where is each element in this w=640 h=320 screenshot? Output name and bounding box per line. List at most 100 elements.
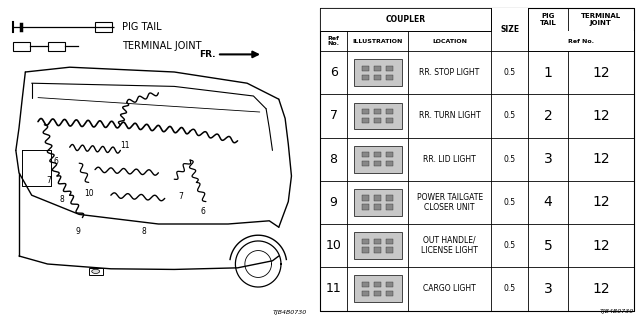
Bar xyxy=(528,31,634,51)
Bar xyxy=(374,109,381,114)
Text: 6: 6 xyxy=(53,157,58,166)
Bar xyxy=(362,66,369,71)
Text: TJB4B0730: TJB4B0730 xyxy=(273,310,307,315)
Text: RR. STOP LIGHT: RR. STOP LIGHT xyxy=(419,68,480,77)
Bar xyxy=(362,109,369,114)
Text: 4: 4 xyxy=(543,196,552,209)
Bar xyxy=(386,282,393,287)
Bar xyxy=(374,247,381,253)
Text: RR. TURN LIGHT: RR. TURN LIGHT xyxy=(419,111,481,120)
Bar xyxy=(374,204,381,210)
Bar xyxy=(374,238,381,244)
Bar xyxy=(492,8,528,51)
Text: 3: 3 xyxy=(543,152,552,166)
Text: TERMINAL
JOINT: TERMINAL JOINT xyxy=(580,13,621,26)
Text: 1: 1 xyxy=(543,66,552,80)
Text: COUPLER: COUPLER xyxy=(385,15,426,24)
Bar xyxy=(374,118,381,123)
Bar xyxy=(362,118,369,123)
Bar xyxy=(386,161,393,166)
Text: 12: 12 xyxy=(592,66,610,80)
Text: 12: 12 xyxy=(592,196,610,209)
Bar xyxy=(354,59,402,86)
Text: 3: 3 xyxy=(543,282,552,296)
Text: 10: 10 xyxy=(326,239,342,252)
Bar xyxy=(362,161,369,166)
Bar xyxy=(374,282,381,287)
Text: 7: 7 xyxy=(178,192,183,201)
Text: 2: 2 xyxy=(543,109,552,123)
Text: 0.5: 0.5 xyxy=(504,241,516,250)
Text: Ref
No.: Ref No. xyxy=(328,36,340,46)
Text: 8: 8 xyxy=(142,228,147,236)
Text: 0.5: 0.5 xyxy=(504,284,516,293)
Bar xyxy=(320,8,492,31)
Ellipse shape xyxy=(92,269,100,273)
Bar xyxy=(89,268,103,275)
Bar xyxy=(95,22,113,32)
Bar xyxy=(374,161,381,166)
Bar xyxy=(362,238,369,244)
Text: 12: 12 xyxy=(592,239,610,253)
Text: SIZE: SIZE xyxy=(500,25,519,34)
Text: 0.5: 0.5 xyxy=(504,111,516,120)
Bar xyxy=(362,195,369,201)
Bar xyxy=(362,204,369,210)
Bar xyxy=(362,282,369,287)
Bar xyxy=(386,109,393,114)
Text: PIG
TAIL: PIG TAIL xyxy=(540,13,556,26)
Bar xyxy=(374,195,381,201)
Bar xyxy=(354,103,402,129)
Text: 5: 5 xyxy=(543,239,552,253)
Text: 6: 6 xyxy=(200,207,205,216)
Text: 6: 6 xyxy=(330,66,337,79)
Bar xyxy=(354,189,402,216)
Text: POWER TAILGATE
CLOSER UNIT: POWER TAILGATE CLOSER UNIT xyxy=(417,193,483,212)
Text: 10: 10 xyxy=(84,189,93,198)
Text: 9: 9 xyxy=(330,196,337,209)
Text: 11: 11 xyxy=(120,141,130,150)
Text: 11: 11 xyxy=(326,282,342,295)
Text: LOCATION: LOCATION xyxy=(432,39,467,44)
Bar xyxy=(386,118,393,123)
Bar xyxy=(362,75,369,80)
Bar xyxy=(386,195,393,201)
Text: FR.: FR. xyxy=(199,50,216,59)
Bar xyxy=(374,66,381,71)
Text: TJB4B0730: TJB4B0730 xyxy=(599,308,634,314)
Text: 8: 8 xyxy=(60,196,64,204)
Bar xyxy=(386,152,393,157)
Bar xyxy=(386,75,393,80)
Bar xyxy=(47,42,65,51)
Text: 0.5: 0.5 xyxy=(504,155,516,164)
Text: PIG TAIL: PIG TAIL xyxy=(122,22,161,32)
Bar xyxy=(386,204,393,210)
Text: Ref No.: Ref No. xyxy=(568,39,594,44)
Bar xyxy=(354,146,402,172)
Bar xyxy=(13,42,30,51)
Text: 12: 12 xyxy=(592,109,610,123)
Text: TERMINAL JOINT: TERMINAL JOINT xyxy=(122,41,202,52)
Bar xyxy=(386,291,393,296)
Bar xyxy=(362,152,369,157)
Text: 9: 9 xyxy=(75,228,80,236)
Text: 12: 12 xyxy=(592,152,610,166)
Text: 8: 8 xyxy=(330,153,338,166)
Bar xyxy=(386,247,393,253)
Text: ILLUSTRATION: ILLUSTRATION xyxy=(353,39,403,44)
Text: CARGO LIGHT: CARGO LIGHT xyxy=(423,284,476,293)
Text: 7: 7 xyxy=(47,176,52,185)
Bar xyxy=(386,66,393,71)
Bar xyxy=(374,75,381,80)
Bar xyxy=(374,152,381,157)
Text: 12: 12 xyxy=(592,282,610,296)
Text: 7: 7 xyxy=(330,109,338,123)
Bar xyxy=(362,247,369,253)
Text: OUT HANDLE/
LICENSE LIGHT: OUT HANDLE/ LICENSE LIGHT xyxy=(421,236,478,255)
Text: RR. LID LIGHT: RR. LID LIGHT xyxy=(423,155,476,164)
Bar xyxy=(386,238,393,244)
Bar xyxy=(354,232,402,259)
Text: 0.5: 0.5 xyxy=(504,68,516,77)
Text: 0.5: 0.5 xyxy=(504,198,516,207)
Bar xyxy=(374,291,381,296)
